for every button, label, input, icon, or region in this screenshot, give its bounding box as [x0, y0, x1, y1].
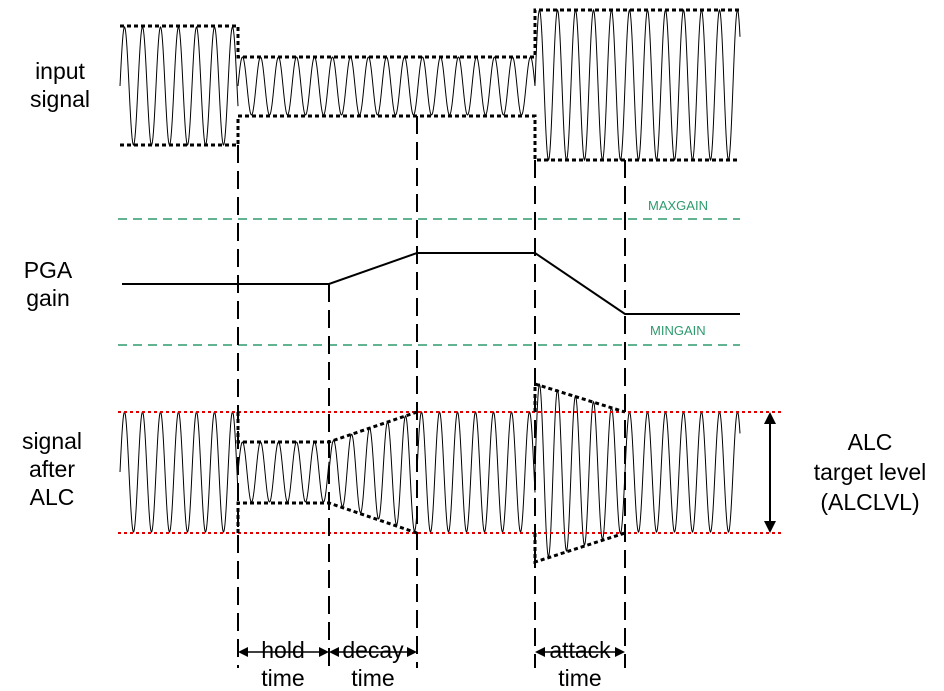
pga-gain-curve: [122, 252, 740, 315]
input-wave-loud: [534, 8, 741, 162]
input-signal-label: input signal: [30, 58, 90, 112]
target-level-arrow: [764, 412, 776, 533]
maxgain-label: MAXGAIN: [648, 198, 708, 213]
svg-text:decay: decay: [342, 637, 404, 663]
svg-text:attack: attack: [549, 637, 611, 663]
input-wave-small: [237, 56, 536, 116]
svg-text:signal: signal: [22, 428, 82, 454]
svg-text:ALC: ALC: [848, 429, 893, 455]
output-wave-attack: [534, 383, 626, 559]
svg-text:gain: gain: [26, 285, 69, 311]
attack-time-label: attack time: [549, 637, 611, 691]
svg-text:time: time: [261, 665, 304, 691]
gain-limit-lines: [118, 218, 740, 346]
hold-time-label: hold time: [261, 637, 304, 691]
output-wave-hold: [237, 441, 330, 503]
svg-text:PGA: PGA: [24, 257, 73, 283]
input-wave-large: [119, 25, 239, 147]
svg-text:target level: target level: [814, 459, 927, 485]
input-envelope: [120, 8, 740, 162]
alc-target-level-label: ALC target level (ALCLVL): [814, 429, 927, 515]
svg-text:signal: signal: [30, 86, 90, 112]
signal-after-alc-label: signal after ALC: [22, 428, 82, 510]
decay-time-label: decay time: [342, 637, 404, 691]
pga-gain-label: PGA gain: [24, 257, 73, 311]
svg-text:input: input: [35, 58, 85, 84]
svg-text:time: time: [558, 665, 601, 691]
alc-target-lines: [118, 411, 782, 534]
svg-text:hold: hold: [261, 637, 304, 663]
svg-text:ALC: ALC: [30, 484, 75, 510]
svg-text:(ALCLVL): (ALCLVL): [820, 489, 919, 515]
output-wave-restored: [416, 410, 536, 534]
output-wave-decay: [328, 414, 418, 533]
svg-text:time: time: [351, 665, 394, 691]
mingain-label: MINGAIN: [650, 323, 706, 338]
svg-text:after: after: [29, 456, 75, 482]
output-wave-after: [624, 410, 741, 534]
time-markers: [237, 116, 626, 668]
output-envelope: [236, 381, 626, 565]
output-wave-target: [119, 410, 239, 534]
